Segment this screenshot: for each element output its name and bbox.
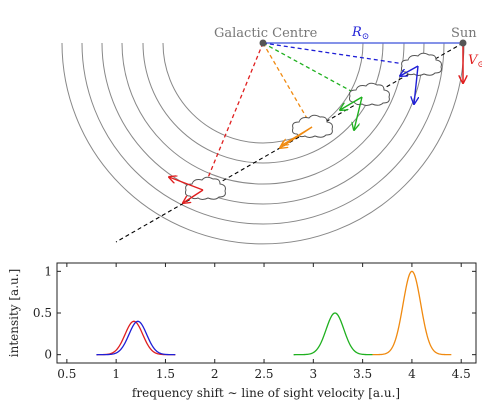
x-tick-label: 0.5 xyxy=(57,367,76,381)
y-tick-label: 0 xyxy=(44,348,52,362)
series-line-2 xyxy=(96,320,176,356)
radial-line-blue xyxy=(262,42,419,67)
galactic-centre-point xyxy=(259,39,267,47)
x-tick-label: 3 xyxy=(310,367,318,381)
solar-radius-symbol: R xyxy=(351,25,362,40)
x-tick-label: 3.5 xyxy=(353,367,372,381)
los-velocity-arrow-red xyxy=(183,189,204,203)
orbit-ring-2 xyxy=(142,42,384,164)
orbit-ring-4 xyxy=(101,42,425,205)
solar-radius-label: R⊙ xyxy=(351,25,369,42)
velocity-arrow-red xyxy=(169,177,204,191)
x-tick-label: 1.5 xyxy=(156,367,175,381)
sun-point xyxy=(459,39,467,47)
plot-frame xyxy=(56,262,477,364)
orbit-ring-3 xyxy=(121,42,405,185)
x-tick-label: 4.5 xyxy=(452,367,471,381)
sun-velocity-label: V⊙ xyxy=(468,53,482,70)
cloud-green xyxy=(340,82,390,130)
x-tick-label: 4 xyxy=(408,367,416,381)
orbit-ring-5 xyxy=(81,42,445,225)
velocity-arrow-blue xyxy=(414,65,418,104)
x-tick-label: 1 xyxy=(112,367,120,381)
y-axis-ticks: 00.51 xyxy=(33,264,476,362)
solar-radius-subscript: ⊙ xyxy=(362,32,370,42)
sun-velocity-symbol: V xyxy=(468,53,479,68)
spectrum-chart: 0.5 1 1.5 2 2.5 3 3.5 4 4.5 00.51 frequency shif… xyxy=(7,262,477,400)
series-line-4 xyxy=(372,270,452,356)
series-line-1 xyxy=(96,320,176,356)
sun-label: Sun xyxy=(451,26,477,41)
x-axis-label: frequency shift ∼ line of sight velocity… xyxy=(132,386,400,400)
x-axis-ticks: 0.5 1 1.5 2 2.5 3 3.5 4 4.5 xyxy=(57,263,471,381)
radial-line-red xyxy=(202,42,264,191)
galactic-centre-label: Galactic Centre xyxy=(214,26,318,41)
orbit-rings xyxy=(61,42,465,245)
cloud-blue xyxy=(400,52,442,104)
velocity-arrow-green xyxy=(354,96,363,130)
series-line-3 xyxy=(293,312,373,356)
radial-line-green xyxy=(262,42,363,98)
los-velocity-arrow-green xyxy=(340,96,363,110)
los-velocity-arrow-orange xyxy=(282,126,313,145)
x-tick-label: 2.5 xyxy=(254,367,273,381)
galaxy-diagram: Galactic Centre Sun R⊙ V⊙ xyxy=(61,25,482,245)
y-tick-label: 0.5 xyxy=(33,306,52,320)
x-tick-label: 2 xyxy=(211,367,219,381)
orbit-ring-6 xyxy=(61,42,465,245)
radial-line-orange xyxy=(262,42,313,128)
series-layer xyxy=(96,270,452,356)
y-axis-label: intensity [a.u.] xyxy=(7,269,21,358)
y-tick-label: 1 xyxy=(44,264,52,278)
los-velocity-arrow-blue xyxy=(400,65,419,76)
cloud-red xyxy=(169,177,226,203)
sun-velocity-subscript: ⊙ xyxy=(477,60,482,70)
orbit-ring-1 xyxy=(162,42,364,144)
cloud-orange xyxy=(280,114,333,148)
